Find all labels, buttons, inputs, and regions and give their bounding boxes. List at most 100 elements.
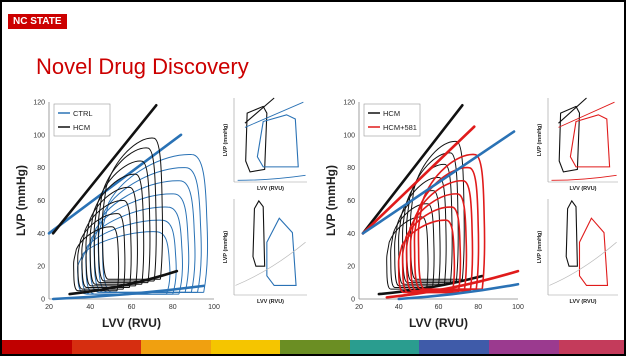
color-stripe-footer bbox=[2, 340, 624, 354]
x-tick-label: 80 bbox=[474, 304, 482, 311]
footer-stripe bbox=[141, 340, 211, 354]
x-tick-label: 40 bbox=[395, 304, 403, 311]
footer-stripe bbox=[349, 340, 420, 354]
chart-left-inset-bottom: LVV (RVU) LVP (mmHg) bbox=[223, 199, 307, 305]
y-tick-label: 120 bbox=[33, 100, 45, 107]
inset-y-label: LVP (mmHg) bbox=[223, 124, 229, 157]
inset-x-label: LVV (RVU) bbox=[570, 186, 597, 192]
inset-loop-color bbox=[569, 114, 611, 168]
pv-loop bbox=[73, 226, 120, 292]
inset-y-label: LVP (mmHg) bbox=[537, 231, 543, 264]
inset-loop-color bbox=[256, 114, 299, 168]
y-tick-label: 40 bbox=[37, 231, 45, 238]
footer-stripe bbox=[558, 340, 624, 354]
y-axis-label: LVP (mmHg) bbox=[14, 165, 28, 236]
inset-espvr-color bbox=[244, 101, 304, 128]
inset-loop-black bbox=[245, 105, 268, 173]
x-tick-label: 60 bbox=[128, 304, 136, 311]
x-tick-label: 40 bbox=[86, 304, 94, 311]
footer-stripe bbox=[71, 340, 142, 354]
legend-box bbox=[363, 103, 421, 137]
espvr-line bbox=[361, 125, 476, 235]
legend-label: CTRL bbox=[73, 109, 93, 118]
pv-loop bbox=[390, 203, 435, 289]
x-tick-label: 20 bbox=[45, 304, 53, 311]
x-axis-label: LVV (RVU) bbox=[102, 316, 161, 330]
edpvr-curve bbox=[51, 284, 205, 301]
espvr-line bbox=[361, 103, 464, 235]
pv-loop bbox=[89, 193, 190, 293]
pv-loop bbox=[401, 206, 462, 294]
pv-loop bbox=[413, 166, 480, 290]
inset-x-label: LVV (RVU) bbox=[257, 299, 284, 305]
x-tick-label: 100 bbox=[208, 304, 220, 311]
chart-left-inset-top: LVV (RVU) LVP (mmHg) bbox=[223, 97, 307, 192]
legend-label: HCM+581 bbox=[383, 123, 417, 132]
y-tick-label: 80 bbox=[37, 165, 45, 172]
pv-loop bbox=[97, 147, 157, 282]
inset-y-label: LVP (mmHg) bbox=[223, 231, 229, 264]
inset-bg bbox=[548, 199, 618, 295]
pv-loop bbox=[89, 173, 145, 285]
pv-loop bbox=[409, 179, 474, 292]
inset-loop-black bbox=[565, 199, 578, 267]
y-tick-label: 120 bbox=[343, 100, 355, 107]
y-tick-label: 0 bbox=[351, 297, 355, 304]
espvr-line bbox=[51, 103, 158, 235]
inset-guide-curve bbox=[549, 241, 617, 286]
edpvr-curve bbox=[397, 282, 520, 301]
pv-loop bbox=[397, 219, 456, 294]
inset-loop-black bbox=[558, 105, 581, 173]
x-tick-label: 20 bbox=[355, 304, 363, 311]
inset-edpvr-color bbox=[551, 174, 617, 181]
edpvr-curve bbox=[385, 269, 520, 299]
y-axis-label: LVP (mmHg) bbox=[324, 165, 338, 236]
slide-title: Novel Drug Discovery bbox=[36, 54, 249, 79]
inset-x-label: LVV (RVU) bbox=[257, 186, 284, 192]
x-tick-label: 80 bbox=[169, 304, 177, 311]
pv-loop bbox=[85, 206, 183, 295]
inset-espvr-black bbox=[244, 97, 275, 124]
espvr-line bbox=[47, 133, 183, 235]
y-tick-label: 100 bbox=[33, 132, 45, 139]
footer-stripe bbox=[488, 340, 559, 354]
pv-loop bbox=[77, 213, 126, 290]
espvr-line bbox=[361, 130, 516, 235]
y-tick-label: 20 bbox=[37, 264, 45, 271]
x-tick-label: 60 bbox=[435, 304, 443, 311]
inset-loop-color bbox=[266, 217, 297, 286]
footer-stripe bbox=[419, 340, 489, 354]
chart-right-inset-top: LVV (RVU) LVP (mmHg) bbox=[537, 97, 618, 192]
y-tick-label: 80 bbox=[347, 165, 355, 172]
y-tick-label: 0 bbox=[41, 297, 45, 304]
x-axis-label: LVV (RVU) bbox=[409, 316, 468, 330]
inset-edpvr-color bbox=[237, 174, 306, 181]
pv-loop bbox=[417, 153, 486, 290]
footer-stripe bbox=[2, 340, 72, 354]
inset-bg bbox=[234, 199, 307, 295]
x-tick-label: 100 bbox=[512, 304, 524, 311]
footer-stripe bbox=[280, 340, 350, 354]
y-tick-label: 60 bbox=[37, 198, 45, 205]
chart-right-inset-bottom: LVV (RVU) LVP (mmHg) bbox=[537, 199, 618, 305]
pv-loop bbox=[85, 186, 139, 287]
nc-state-logo: NC STATE bbox=[8, 14, 67, 29]
footer-stripe bbox=[210, 340, 281, 354]
pv-loop bbox=[77, 231, 171, 295]
pv-loop bbox=[405, 193, 468, 292]
pv-loop bbox=[81, 219, 177, 295]
legend-label: HCM bbox=[73, 123, 90, 132]
inset-espvr-color bbox=[558, 101, 615, 128]
pv-loop bbox=[81, 199, 132, 289]
y-tick-label: 40 bbox=[347, 231, 355, 238]
pv-loop bbox=[93, 180, 196, 293]
edpvr-curve bbox=[68, 269, 179, 296]
y-tick-label: 60 bbox=[347, 198, 355, 205]
inset-loop-color bbox=[578, 217, 609, 286]
legend-box bbox=[53, 103, 111, 137]
pv-loop bbox=[93, 160, 151, 284]
